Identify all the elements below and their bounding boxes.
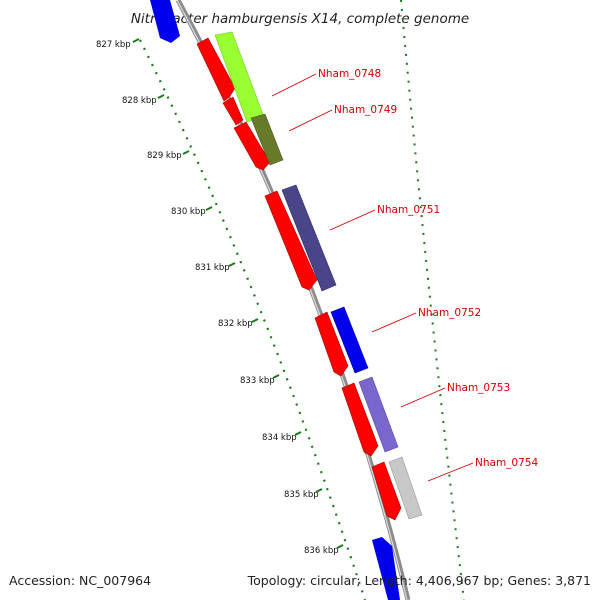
accession-text: Accession: NC_007964 [9, 573, 151, 588]
callout-0749 [288, 109, 333, 132]
tick-label: 832 kbp [218, 319, 253, 329]
genome-backbone [175, 0, 411, 600]
tick-mark [294, 431, 302, 436]
tick-label: 828 kbp [122, 96, 157, 106]
tick-label: 829 kbp [147, 151, 182, 161]
gene-label-0753[interactable]: Nham_0753 [447, 382, 510, 394]
cds-forward-0754 [371, 461, 402, 521]
tick-labels: 827 kbp 828 kbp 829 kbp 830 kbp 831 kbp … [96, 40, 339, 556]
gene-feature-0751 [281, 184, 337, 292]
cds-forward-0748 [196, 37, 236, 102]
tick-mark [228, 262, 236, 267]
callout-0748 [271, 73, 317, 97]
tick-label: 833 kbp [240, 376, 275, 386]
tick-marks [132, 38, 344, 549]
tick-label: 831 kbp [195, 263, 230, 273]
gene-label-0749[interactable]: Nham_0749 [334, 104, 397, 116]
callout-0752 [371, 312, 417, 333]
tick-mark [157, 94, 165, 99]
cds-forward-0752 [314, 311, 349, 377]
gene-label-0752[interactable]: Nham_0752 [418, 307, 481, 319]
tick-mark [272, 374, 280, 379]
topology-summary: Topology: circular; Length: 4,406,967 bp… [247, 573, 591, 588]
outer-guide-line [400, 0, 465, 600]
callout-0753 [400, 387, 446, 408]
tick-mark [315, 488, 323, 493]
tick-mark [182, 150, 190, 155]
gene-label-0751[interactable]: Nham_0751 [377, 204, 440, 216]
tick-label: 830 kbp [171, 207, 206, 217]
flank-gene-top [150, 0, 180, 43]
cds-forward-0751 [264, 190, 318, 291]
gene-feature-0749 [250, 113, 284, 166]
gene-feature-0754 [388, 456, 423, 520]
tick-mark [336, 544, 344, 549]
callout-0754 [427, 462, 474, 482]
gene-feature-0752 [330, 306, 369, 374]
tick-mark [132, 38, 140, 43]
tick-label: 834 kbp [262, 433, 297, 443]
tick-mark [251, 318, 259, 323]
gene-feature-0753 [358, 376, 399, 453]
tick-mark [205, 206, 213, 211]
gene-label-0748[interactable]: Nham_0748 [318, 68, 381, 80]
tick-label: 835 kbp [284, 490, 319, 500]
flank-gene-bottom [372, 537, 400, 600]
tick-label: 836 kbp [304, 546, 339, 556]
cds-forward-0749a [222, 96, 244, 126]
cds-forward-0749b [233, 121, 271, 171]
backbone-highlight [176, 0, 408, 600]
tick-label: 827 kbp [96, 40, 131, 50]
map-title: Nitrobacter hamburgensis X14, complete g… [131, 11, 469, 27]
callout-0751 [329, 209, 376, 231]
cds-forward-0753 [341, 382, 379, 457]
gene-label-0754[interactable]: Nham_0754 [475, 457, 538, 469]
callout-lines [271, 73, 474, 482]
